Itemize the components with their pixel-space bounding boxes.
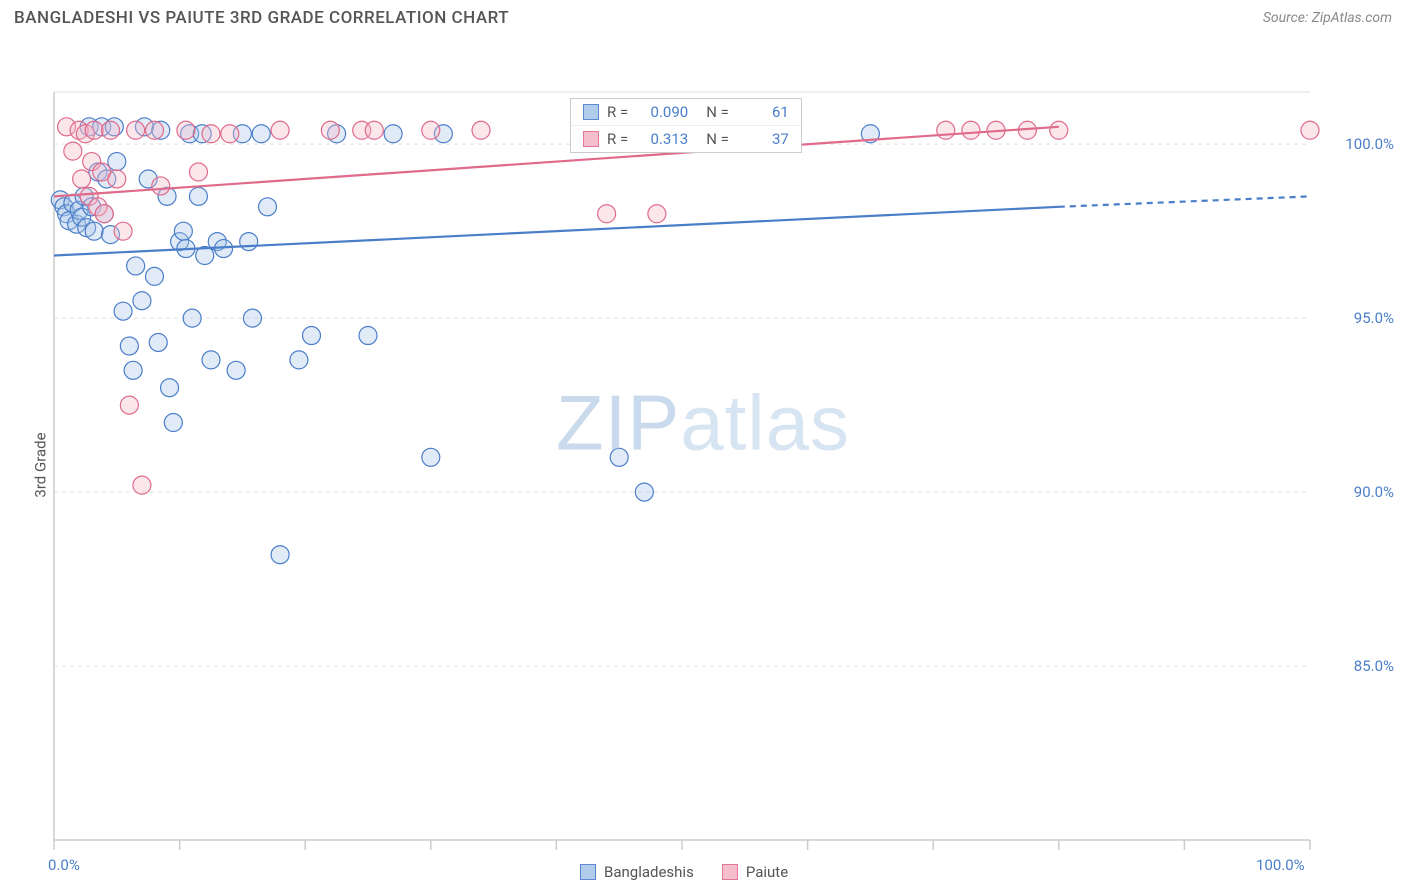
r-label: R =: [607, 103, 628, 121]
x-tick-label: 100.0%: [1256, 856, 1305, 874]
scatter-chart-svg: [0, 40, 1406, 890]
legend-item: Bangladeshis: [580, 863, 694, 881]
stats-row: R = 0.313 N = 37: [571, 126, 801, 152]
legend-swatch: [722, 864, 738, 880]
y-tick-label: 90.0%: [1354, 483, 1394, 501]
chart-title: BANGLADESHI VS PAIUTE 3RD GRADE CORRELAT…: [14, 8, 509, 28]
series-swatch: [583, 131, 599, 147]
r-label: R =: [607, 130, 628, 148]
stats-legend-box: R = 0.090 N = 61 R = 0.313 N = 37: [570, 98, 802, 153]
n-label: N =: [706, 130, 729, 148]
legend-label: Bangladeshis: [604, 863, 694, 881]
chart-area: 3rd Grade ZIPatlas R =0.090N =61R =0.313…: [0, 40, 1406, 890]
n-label: N =: [706, 103, 729, 121]
legend-swatch: [580, 864, 596, 880]
y-tick-label: 95.0%: [1354, 309, 1394, 327]
y-tick-label: 100.0%: [1345, 135, 1394, 153]
n-value: 61: [737, 103, 789, 121]
x-tick-label: 0.0%: [48, 856, 80, 874]
y-tick-label: 85.0%: [1354, 657, 1394, 675]
series-swatch: [583, 104, 599, 120]
n-value: 37: [737, 130, 789, 148]
r-value: 0.313: [636, 130, 688, 148]
y-axis-label: 3rd Grade: [32, 432, 50, 497]
legend-label: Paiute: [746, 863, 788, 881]
header-bar: BANGLADESHI VS PAIUTE 3RD GRADE CORRELAT…: [0, 0, 1406, 32]
bottom-legend: Bangladeshis Paiute: [580, 863, 788, 881]
stats-row: R = 0.090 N = 61: [571, 99, 801, 126]
r-value: 0.090: [636, 103, 688, 121]
legend-item: Paiute: [722, 863, 788, 881]
source-label: Source: ZipAtlas.com: [1263, 10, 1392, 26]
